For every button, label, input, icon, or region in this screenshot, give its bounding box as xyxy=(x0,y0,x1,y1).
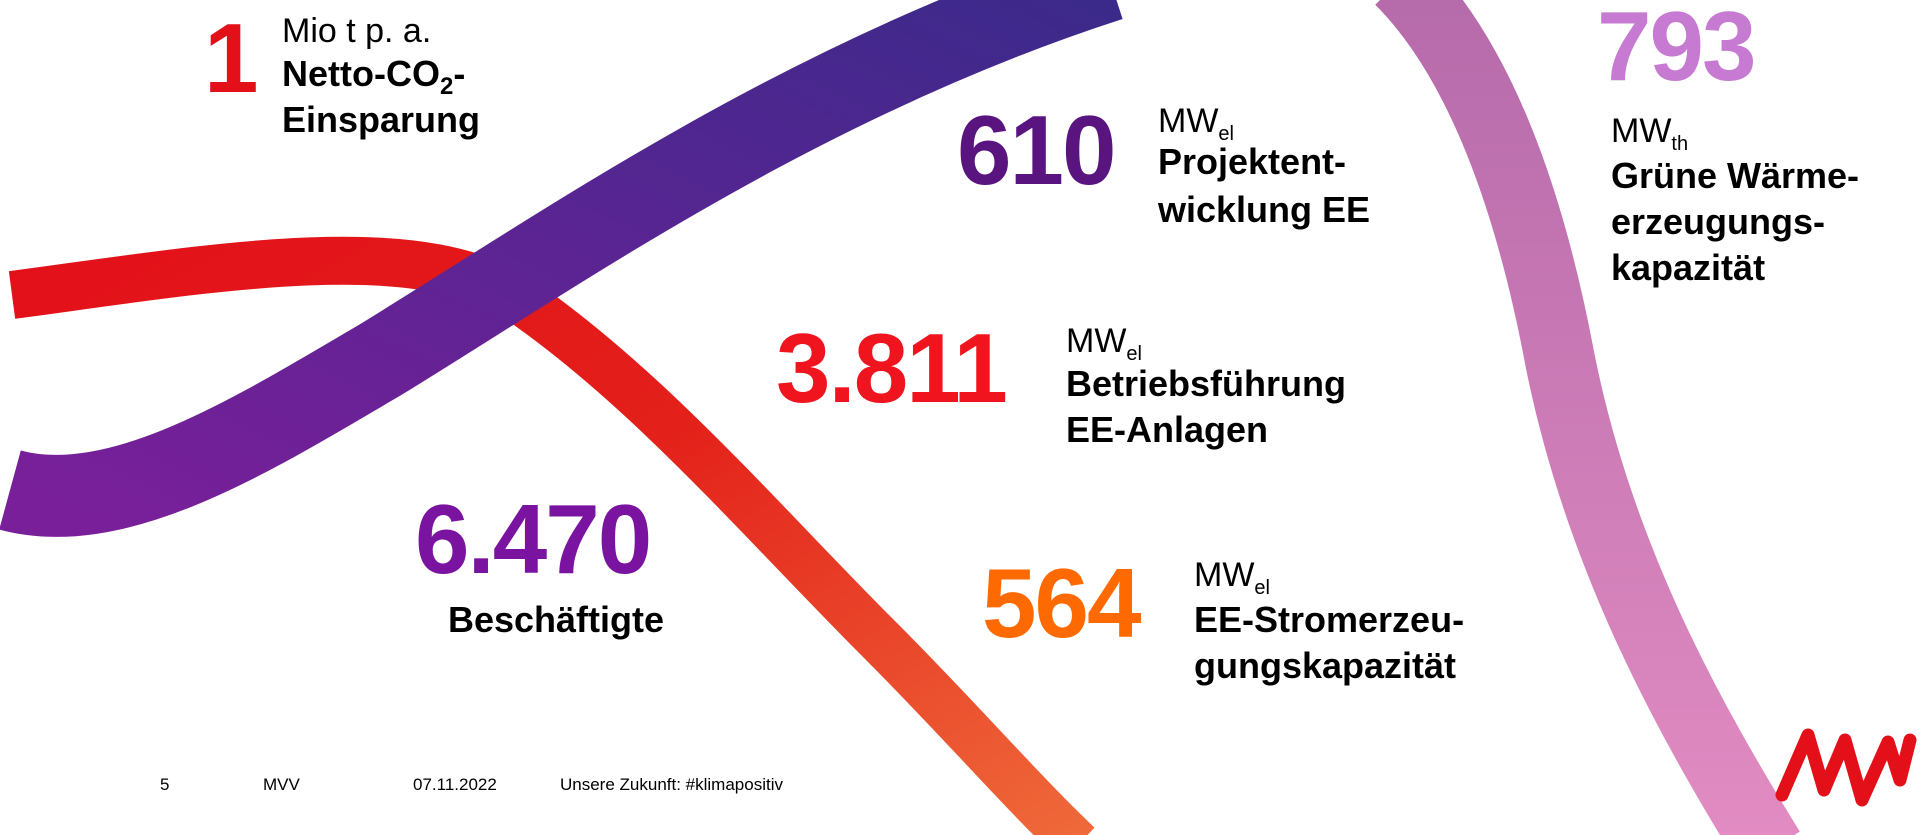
kpi-number: 3.811 xyxy=(776,313,1006,423)
footer-date: 07.11.2022 xyxy=(413,775,497,794)
kpi-unit: MWel xyxy=(1194,556,1270,599)
kpi-label: Netto-CO2- xyxy=(282,53,465,100)
footer-company: MVV xyxy=(263,775,301,794)
footer-title: Unsere Zukunft: #klimapositiv xyxy=(560,775,783,794)
text-part: 2 xyxy=(440,73,453,100)
kpi-unit: MWth xyxy=(1611,112,1688,155)
text-part: MW xyxy=(1611,112,1671,150)
text-part: - xyxy=(453,53,465,94)
kpi-label: EE-Stromerzeu- xyxy=(1194,599,1464,640)
text-part: th xyxy=(1671,133,1688,155)
kpi-label: gungskapazität xyxy=(1194,645,1456,686)
kpi-label: Betriebsführung xyxy=(1066,363,1346,404)
pink-ribbon xyxy=(1400,0,1770,835)
text-part: el xyxy=(1254,577,1270,599)
kpi-label: EE-Anlagen xyxy=(1066,409,1268,450)
page: {"kpis": [ {"number": "1", "unit": "Mio … xyxy=(0,0,1921,835)
text-part: MW xyxy=(1158,102,1218,140)
text-part: el xyxy=(1126,343,1142,365)
logo xyxy=(1782,735,1910,800)
kpi-number: 564 xyxy=(982,548,1141,658)
kpi-label: Beschäftigte xyxy=(448,599,664,640)
text-part: MW xyxy=(1194,556,1254,594)
kpi-number: 1 xyxy=(204,3,257,113)
slide: 1 Mio t p. a. Netto-CO2- Einsparung 610 … xyxy=(0,0,1921,835)
kpi-unit: Mio t p. a. xyxy=(282,12,431,50)
text-part: MW xyxy=(1066,322,1126,360)
kpi-label: Einsparung xyxy=(282,99,480,140)
kpi-label: wicklung EE xyxy=(1157,189,1370,230)
kpi-label: erzeugungs- xyxy=(1611,201,1825,242)
kpi-unit: MWel xyxy=(1158,102,1234,145)
footer-page: 5 xyxy=(160,775,169,794)
kpi-label: Grüne Wärme- xyxy=(1611,155,1859,196)
kpi-label: Projektent- xyxy=(1158,141,1346,182)
kpi-number: 6.470 xyxy=(415,484,650,594)
kpi-unit: MWel xyxy=(1066,322,1142,365)
kpi-number: 793 xyxy=(1597,0,1755,101)
kpi-label: kapazität xyxy=(1611,247,1765,288)
text-part: Netto-CO xyxy=(282,53,440,94)
kpi-number: 610 xyxy=(957,95,1115,205)
